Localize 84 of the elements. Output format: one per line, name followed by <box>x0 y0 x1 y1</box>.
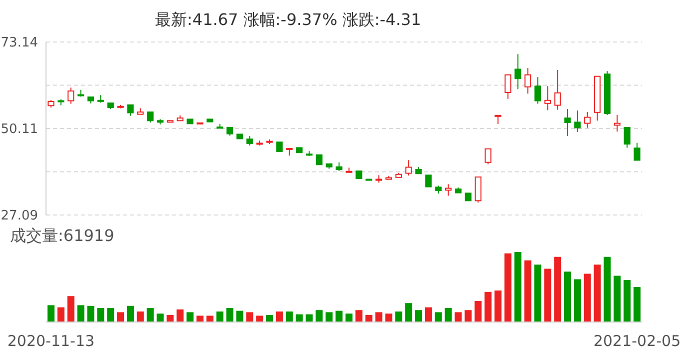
candlestick <box>614 114 620 132</box>
candlestick <box>504 74 512 100</box>
bar <box>67 296 74 322</box>
bar <box>564 272 572 322</box>
bar <box>256 316 264 322</box>
candlestick <box>206 118 214 122</box>
candlestick <box>464 192 472 202</box>
bar <box>316 310 323 322</box>
bar <box>276 312 283 322</box>
bar <box>444 308 452 322</box>
candlestick <box>276 142 283 152</box>
candlestick <box>425 174 432 188</box>
candlestick <box>316 154 322 166</box>
bar <box>494 290 502 322</box>
bar <box>375 312 382 322</box>
chart-title: 最新:41.67 涨幅:-9.37% 涨跌:-4.31 <box>155 10 422 31</box>
bar <box>97 308 104 322</box>
bar <box>405 303 412 322</box>
candlestick <box>166 120 174 123</box>
bar <box>395 312 402 322</box>
bar <box>345 314 352 322</box>
candlestick <box>296 147 303 154</box>
bar <box>87 306 94 322</box>
candlestick <box>186 118 194 124</box>
bar <box>166 315 174 322</box>
bar <box>454 312 462 322</box>
y-tick-label: 27.09 <box>0 208 38 224</box>
bar <box>514 252 522 322</box>
bar <box>47 305 54 322</box>
bar <box>107 308 114 322</box>
bar <box>544 268 552 322</box>
candlestick <box>594 76 601 122</box>
bar <box>474 301 482 322</box>
bar <box>336 310 343 322</box>
bar <box>236 310 244 322</box>
bar <box>266 315 274 322</box>
bar <box>306 314 313 322</box>
bar <box>554 256 562 322</box>
x-tick-label: 2020-11-13 <box>7 332 95 350</box>
bar <box>186 312 194 322</box>
bar <box>296 314 303 322</box>
bar <box>365 315 372 322</box>
y-tick-label: 50.11 <box>0 122 38 138</box>
bar <box>464 310 472 322</box>
bar <box>216 312 224 322</box>
bar <box>385 314 392 322</box>
bar <box>624 280 631 322</box>
bar <box>156 314 164 322</box>
bar <box>246 312 254 322</box>
candlestick <box>236 134 244 140</box>
chart-title: 成交量:61919 <box>10 226 114 247</box>
bar <box>614 276 621 322</box>
bar <box>117 312 124 322</box>
candlestick <box>564 108 571 137</box>
bar <box>196 316 204 322</box>
x-tick-label: 2021-02-05 <box>593 332 681 350</box>
bar <box>524 260 532 322</box>
bar <box>77 305 84 322</box>
bar <box>415 310 422 322</box>
candlestick <box>445 184 452 196</box>
bar <box>634 287 641 322</box>
bar <box>424 307 432 322</box>
bar <box>584 274 591 322</box>
candlestick <box>514 54 522 90</box>
bar <box>484 292 492 322</box>
bar <box>604 256 611 322</box>
bar <box>594 264 601 322</box>
bar <box>176 309 184 322</box>
bar <box>146 308 154 322</box>
bar <box>434 312 442 322</box>
bar <box>126 306 134 322</box>
bar <box>355 310 362 322</box>
candlestick <box>346 167 352 173</box>
bar <box>504 253 512 322</box>
y-tick-label: 73.14 <box>0 36 38 51</box>
bar <box>534 264 542 322</box>
bar <box>57 307 64 322</box>
bar <box>226 308 234 322</box>
bar <box>286 312 293 322</box>
candlestick <box>356 170 362 180</box>
bar <box>574 279 581 322</box>
bar <box>326 312 333 322</box>
bar <box>206 316 214 322</box>
bar <box>136 312 144 322</box>
